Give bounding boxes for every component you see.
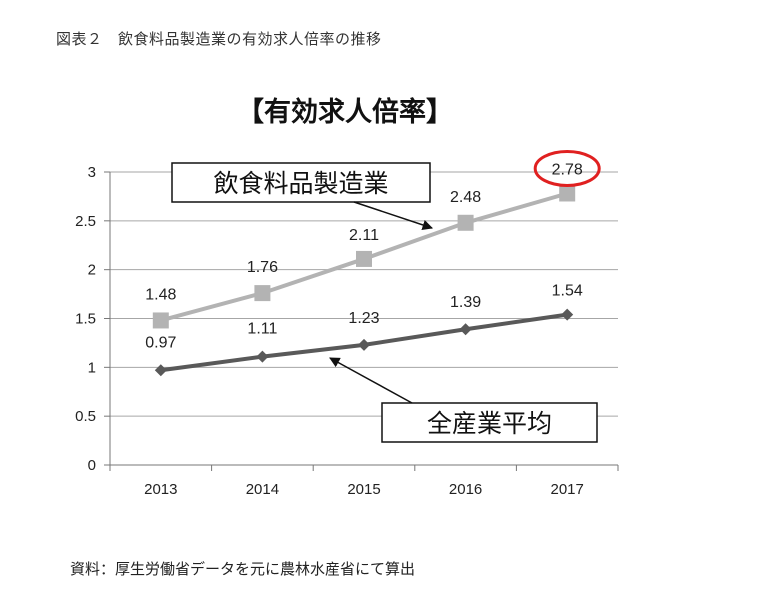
callout-label-food: 飲食料品製造業 [213, 169, 388, 198]
data-point [154, 364, 167, 377]
data-label: 1.11 [247, 321, 277, 338]
chart-title: 【有効求人倍率】 [237, 96, 453, 128]
source-note: 資料：厚生労働省データを元に農林水産省にて算出 [70, 560, 416, 578]
x-tick-label: 2015 [347, 481, 380, 498]
y-tick-label: 0 [88, 457, 96, 474]
data-point [459, 323, 472, 336]
data-label: 2.78 [552, 161, 583, 178]
x-tick-label: 2017 [551, 481, 584, 498]
data-label: 2.48 [450, 189, 481, 206]
callout-arrow-all [329, 357, 413, 404]
data-label: 1.39 [450, 294, 481, 311]
x-tick-label: 2016 [449, 481, 482, 498]
data-labels: 1.48 1.76 2.11 2.48 2.78 0.97 1.11 1.23 1.39 1.54 [145, 161, 583, 351]
figure-title: 図表２ 飲食料品製造業の有効求人倍率の推移 [56, 30, 382, 48]
data-point [152, 312, 169, 329]
data-point [254, 285, 271, 302]
data-label: 1.48 [145, 286, 176, 303]
x-tick-label: 2014 [246, 481, 279, 498]
callout-arrow-food [353, 201, 433, 230]
data-point [356, 250, 372, 267]
axes: 0 0.5 1 1.5 2 2.5 3 2013 2014 2015 2016 2017 [75, 164, 619, 498]
y-tick-label: 1.5 [75, 311, 96, 328]
y-tick-label: 3 [88, 164, 96, 181]
callout-box-food [171, 162, 431, 203]
highlight-circle [533, 149, 601, 187]
data-point [561, 308, 574, 321]
y-tick-label: 2 [88, 262, 96, 279]
line-chart: 【有効求人倍率】 0 0.5 1 1.5 2 2.5 3 2013 2014 2015 2016 20… [75, 96, 619, 498]
data-label: 2.11 [349, 227, 379, 244]
data-label: 1.23 [348, 310, 379, 327]
gridlines [110, 171, 618, 417]
data-point [457, 214, 474, 231]
data-label: 0.97 [145, 334, 176, 351]
data-label: 1.76 [247, 259, 278, 276]
series-layer [152, 185, 576, 377]
x-tick-label: 2013 [144, 481, 177, 498]
y-tick-label: 0.5 [75, 408, 96, 425]
data-point [358, 338, 370, 351]
y-tick-label: 1 [88, 359, 96, 376]
data-point [559, 185, 576, 202]
callout-box-all [381, 402, 598, 443]
callout-label-all: 全産業平均 [427, 409, 552, 438]
y-tick-label: 2.5 [75, 213, 96, 230]
data-label: 1.54 [552, 283, 583, 300]
data-point [256, 350, 269, 363]
